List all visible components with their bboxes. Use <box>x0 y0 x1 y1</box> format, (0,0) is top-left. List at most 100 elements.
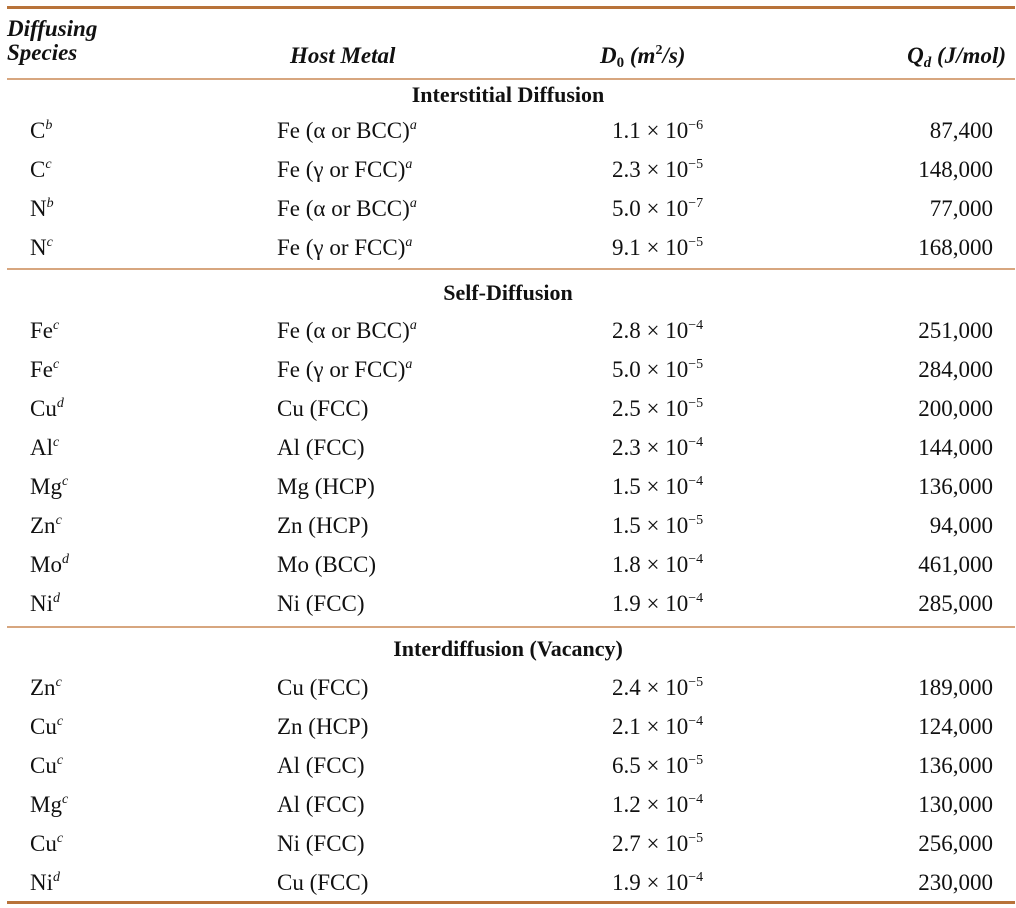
cell-d0: 2.7 × 10−5 <box>612 824 703 863</box>
d0-exponent: −5 <box>688 357 704 372</box>
cell-host-metal: Fe (γ or FCC)a <box>277 228 412 267</box>
header-species-line1: Diffusing <box>7 16 98 41</box>
d0-mantissa: 1.5 × 10 <box>612 513 689 538</box>
cell-host-metal: Cu (FCC) <box>277 389 368 428</box>
header-d0-units-pre: (m <box>629 43 656 68</box>
d0-exponent: −5 <box>688 396 704 411</box>
header-d0-units-post: /s) <box>662 43 686 68</box>
d0-exponent: −4 <box>688 474 704 489</box>
cell-qd: 94,000 <box>929 513 993 538</box>
cell-host-metal: Ni (FCC) <box>277 824 365 863</box>
host-footnote: a <box>409 118 417 133</box>
table-row: Cuc Ni (FCC) 2.7 × 10−5 256,000 <box>0 824 1016 863</box>
cell-species: Znc <box>30 506 62 545</box>
d0-exponent: −5 <box>688 675 704 690</box>
d0-mantissa: 9.1 × 10 <box>612 235 689 260</box>
cell-d0: 1.9 × 10−4 <box>612 584 703 623</box>
header-d0-subscript: 0 <box>616 55 625 71</box>
host-name: Cu (FCC) <box>277 870 369 895</box>
cell-qd: 285,000 <box>918 591 993 616</box>
cell-species: Mgc <box>30 785 68 824</box>
cell-d0: 6.5 × 10−5 <box>612 746 703 785</box>
d0-exponent: −5 <box>688 831 704 846</box>
d0-exponent: −5 <box>688 157 704 172</box>
species-name: N <box>30 196 47 221</box>
cell-species: Nid <box>30 584 60 623</box>
host-name: Mg (HCP) <box>277 474 375 499</box>
species-name: N <box>30 235 47 260</box>
host-name: Al (FCC) <box>277 753 365 778</box>
cell-host-metal: Al (FCC) <box>277 746 365 785</box>
section-title: Self-Diffusion <box>443 280 573 305</box>
cell-species: Nb <box>30 189 54 228</box>
cell-host-metal: Fe (γ or FCC)a <box>277 150 412 189</box>
species-footnote: c <box>55 675 62 690</box>
table-row: Nc Fe (γ or FCC)a 9.1 × 10−5 168,000 <box>0 228 1016 267</box>
d0-exponent: −5 <box>688 513 704 528</box>
d0-exponent: −4 <box>688 318 704 333</box>
cell-qd: 284,000 <box>918 357 993 382</box>
species-footnote: b <box>46 196 54 211</box>
species-footnote: d <box>53 591 60 606</box>
host-footnote: a <box>405 235 413 250</box>
species-name: Cu <box>30 396 57 421</box>
top-rule <box>7 6 1015 9</box>
cell-qd: 168,000 <box>918 235 993 260</box>
table-row: Fec Fe (γ or FCC)a 5.0 × 10−5 284,000 <box>0 350 1016 389</box>
species-footnote: d <box>61 552 69 567</box>
cell-qd: 130,000 <box>918 792 993 817</box>
d0-mantissa: 1.1 × 10 <box>612 118 689 143</box>
cell-d0: 1.9 × 10−4 <box>612 863 703 902</box>
cell-d0: 1.5 × 10−5 <box>612 506 703 545</box>
cell-host-metal: Mo (BCC) <box>277 545 376 584</box>
header-species-line2: Species <box>7 40 78 65</box>
species-footnote: b <box>45 118 53 133</box>
table-row: Mgc Mg (HCP) 1.5 × 10−4 136,000 <box>0 467 1016 506</box>
host-name: Zn (HCP) <box>277 513 369 538</box>
d0-exponent: −4 <box>688 870 704 885</box>
host-name: Fe (α or BCC) <box>277 196 410 221</box>
cell-qd: 144,000 <box>918 435 993 460</box>
cell-species: Fec <box>30 350 59 389</box>
species-footnote: c <box>56 831 64 846</box>
d0-mantissa: 2.3 × 10 <box>612 157 689 182</box>
host-footnote: a <box>405 357 413 372</box>
cell-species: Cud <box>30 389 64 428</box>
section-rule <box>7 268 1015 270</box>
table-row: Znc Zn (HCP) 1.5 × 10−5 94,000 <box>0 506 1016 545</box>
section-rule <box>7 626 1015 628</box>
cell-species: Alc <box>30 428 59 467</box>
species-name: Mo <box>30 552 62 577</box>
cell-qd: 251,000 <box>918 318 993 343</box>
cell-d0: 5.0 × 10−7 <box>612 189 703 228</box>
cell-qd: 230,000 <box>918 870 993 895</box>
species-footnote: c <box>56 753 64 768</box>
species-footnote: c <box>53 357 60 372</box>
host-name: Fe (γ or FCC) <box>277 157 406 182</box>
table-row: Cud Cu (FCC) 2.5 × 10−5 200,000 <box>0 389 1016 428</box>
species-name: C <box>30 157 46 182</box>
d0-exponent: −4 <box>688 552 704 567</box>
host-footnote: a <box>409 318 417 333</box>
host-name: Al (FCC) <box>277 792 365 817</box>
species-name: Ni <box>30 591 53 616</box>
header-d0: D0 (m2/s) <box>600 44 685 75</box>
species-footnote: c <box>46 235 53 250</box>
species-name: Zn <box>30 513 56 538</box>
species-name: Cu <box>30 714 57 739</box>
host-footnote: a <box>409 196 417 211</box>
table-row: Fec Fe (α or BCC)a 2.8 × 10−4 251,000 <box>0 311 1016 350</box>
d0-mantissa: 1.2 × 10 <box>612 792 689 817</box>
cell-host-metal: Fe (α or BCC)a <box>277 311 417 350</box>
cell-qd: 77,000 <box>929 196 993 221</box>
cell-host-metal: Fe (γ or FCC)a <box>277 350 412 389</box>
cell-qd: 189,000 <box>918 675 993 700</box>
cell-host-metal: Cu (FCC) <box>277 668 368 707</box>
species-name: Mg <box>30 792 62 817</box>
d0-mantissa: 1.9 × 10 <box>612 870 689 895</box>
section-title: Interstitial Diffusion <box>411 82 605 107</box>
d0-exponent: −7 <box>688 196 704 211</box>
d0-mantissa: 2.5 × 10 <box>612 396 689 421</box>
cell-host-metal: Fe (α or BCC)a <box>277 189 417 228</box>
cell-host-metal: Ni (FCC) <box>277 584 365 623</box>
